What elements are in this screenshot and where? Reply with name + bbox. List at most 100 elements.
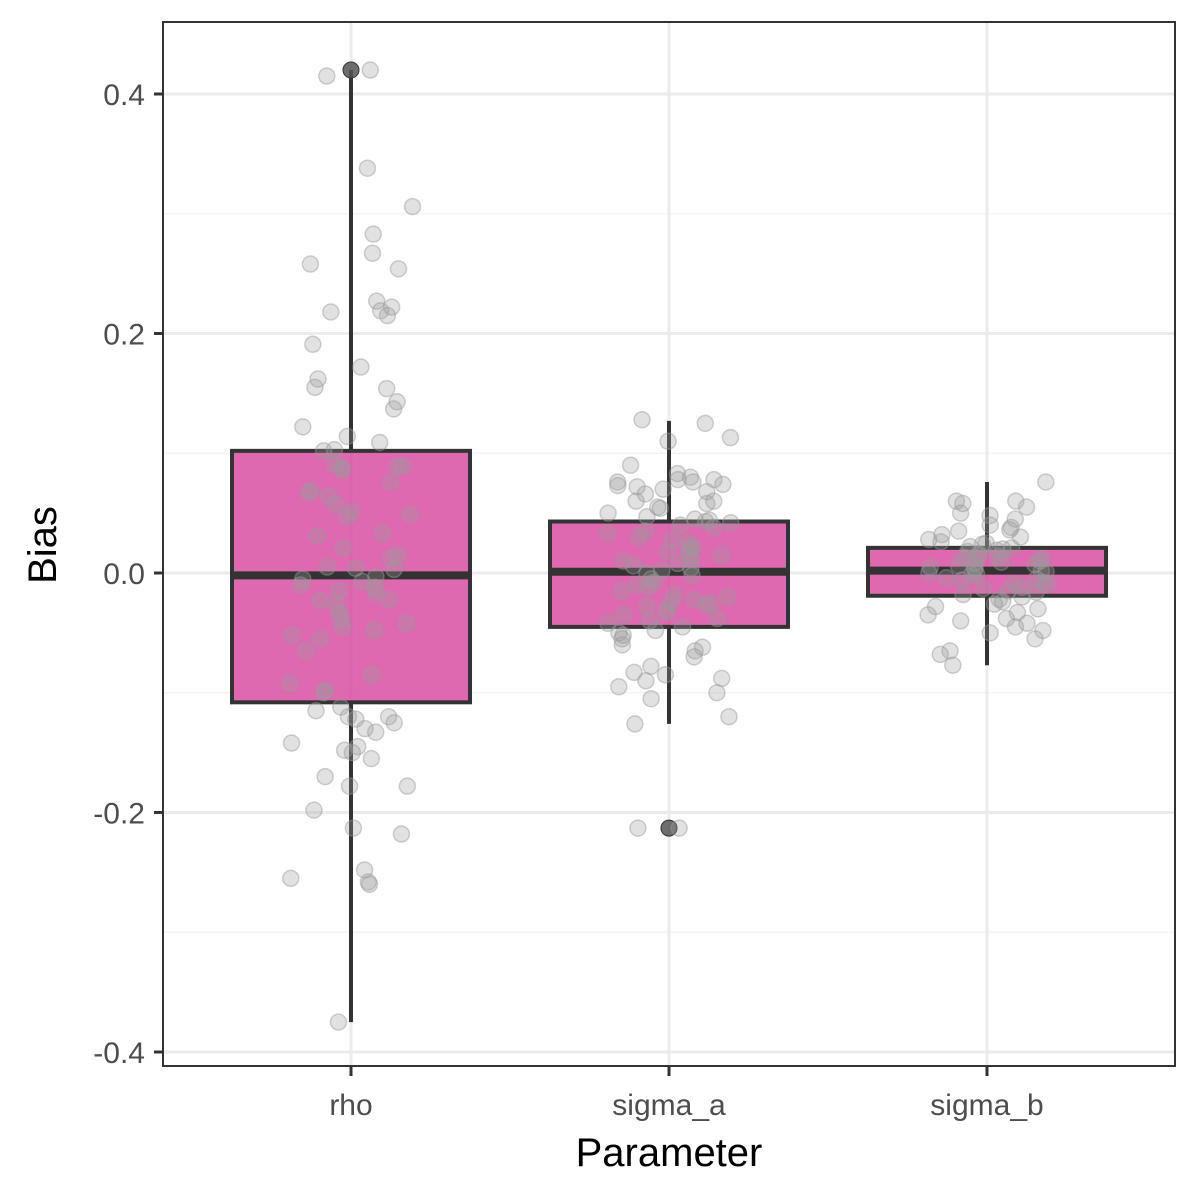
data-point xyxy=(653,561,671,580)
data-point xyxy=(987,541,1006,559)
data-point xyxy=(348,737,367,756)
data-point xyxy=(340,777,359,795)
data-point xyxy=(362,666,381,684)
x-axis: rho sigma_a sigma_b xyxy=(329,1066,1044,1122)
data-point xyxy=(1037,563,1055,581)
data-point xyxy=(1001,521,1019,539)
data-point xyxy=(698,482,716,501)
data-point xyxy=(705,492,723,510)
data-point xyxy=(367,292,386,310)
data-point xyxy=(1026,630,1044,648)
data-point xyxy=(704,518,723,537)
data-point xyxy=(332,458,350,477)
data-point xyxy=(388,393,406,411)
data-point xyxy=(1017,498,1036,516)
data-point xyxy=(338,507,356,526)
data-point xyxy=(997,609,1016,628)
data-point xyxy=(941,642,959,660)
data-point xyxy=(698,494,716,513)
data-point xyxy=(921,558,940,576)
data-point xyxy=(685,590,703,609)
data-point xyxy=(639,578,657,597)
y-axis-title: Bias xyxy=(21,506,65,584)
x-axis-title: Parameter xyxy=(576,1131,763,1175)
data-point xyxy=(388,457,406,476)
data-point xyxy=(670,819,688,837)
data-point xyxy=(993,592,1012,611)
data-point xyxy=(919,606,937,624)
data-point xyxy=(397,614,415,633)
x-tick-label: sigma_b xyxy=(930,1089,1043,1122)
data-point xyxy=(373,524,392,543)
data-point xyxy=(721,513,740,532)
data-point xyxy=(282,734,301,752)
data-point xyxy=(638,507,656,526)
data-point xyxy=(384,400,403,418)
data-point xyxy=(309,370,327,388)
data-point xyxy=(954,585,972,604)
data-point xyxy=(319,487,338,506)
data-point xyxy=(920,530,938,549)
data-point xyxy=(955,548,973,567)
data-point xyxy=(381,473,400,491)
data-point xyxy=(693,638,712,656)
data-point xyxy=(654,480,672,498)
data-point xyxy=(944,656,962,674)
data-point xyxy=(333,461,351,479)
data-point xyxy=(708,609,726,628)
data-point xyxy=(696,512,715,531)
data-point xyxy=(999,582,1017,600)
data-point xyxy=(614,552,632,570)
data-point xyxy=(651,499,670,518)
data-point xyxy=(1013,578,1031,597)
data-point xyxy=(624,557,643,575)
data-point xyxy=(293,570,312,588)
data-point xyxy=(1034,621,1052,640)
data-point xyxy=(329,1013,348,1031)
data-point xyxy=(378,306,397,325)
data-point xyxy=(325,440,344,459)
data-point xyxy=(657,600,675,618)
data-point xyxy=(700,594,719,612)
data-point xyxy=(365,578,384,597)
data-point xyxy=(364,225,383,243)
data-point xyxy=(678,534,696,552)
data-point xyxy=(315,681,334,700)
data-point xyxy=(697,596,715,615)
data-point xyxy=(318,558,336,576)
data-point xyxy=(712,546,730,564)
data-point xyxy=(966,554,984,573)
y-tick-label: -0.4 xyxy=(93,1037,145,1070)
data-point xyxy=(637,672,655,690)
data-point xyxy=(1013,588,1031,606)
data-point xyxy=(949,557,968,575)
data-point xyxy=(344,819,363,837)
data-point xyxy=(346,559,365,577)
data-point xyxy=(389,260,408,278)
data-point xyxy=(668,554,687,573)
data-point xyxy=(400,505,419,524)
data-point xyxy=(952,571,971,589)
outlier-point xyxy=(342,61,360,79)
data-point xyxy=(598,524,617,543)
data-point xyxy=(994,540,1012,558)
data-point xyxy=(1006,510,1024,528)
y-tick-label: 0.0 xyxy=(103,558,145,591)
data-point xyxy=(385,560,403,579)
data-point xyxy=(628,576,647,594)
data-point xyxy=(642,657,660,676)
data-point xyxy=(681,468,700,486)
data-point xyxy=(669,470,687,489)
data-point xyxy=(394,457,412,476)
data-point xyxy=(305,801,323,819)
data-point xyxy=(932,533,950,551)
data-point xyxy=(642,689,660,708)
data-point xyxy=(686,642,704,660)
data-point xyxy=(294,418,312,436)
data-point xyxy=(329,603,348,622)
data-point xyxy=(339,707,358,726)
data-point xyxy=(662,592,680,611)
x-tick-label: rho xyxy=(329,1089,372,1122)
data-point xyxy=(1018,614,1036,633)
data-point xyxy=(327,595,346,613)
